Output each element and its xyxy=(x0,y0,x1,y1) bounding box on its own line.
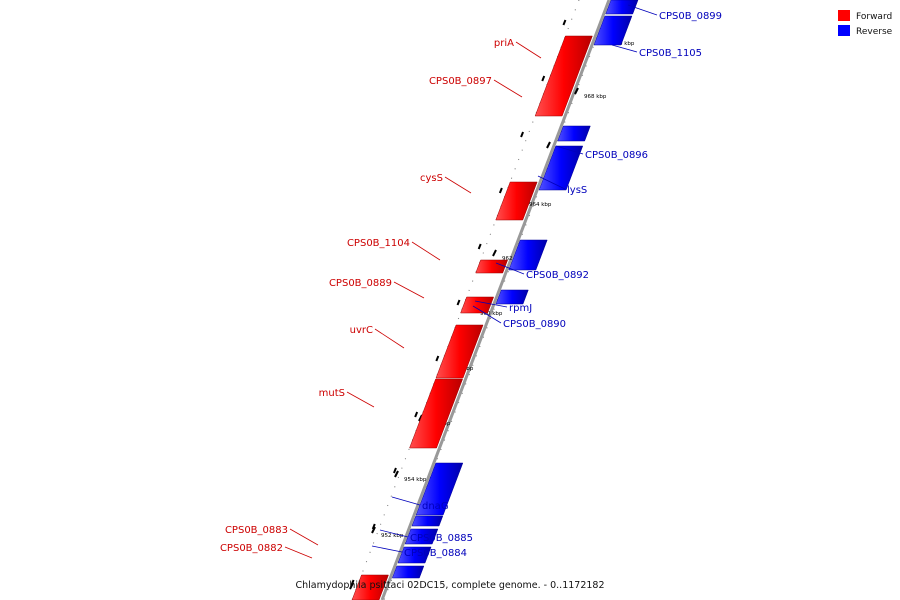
forward-tick-mark xyxy=(520,131,524,138)
reverse-gene-leader xyxy=(611,44,638,53)
legend-forward-swatch xyxy=(838,10,850,21)
forward-gene-block[interactable] xyxy=(460,296,495,314)
legend-reverse-label: Reverse xyxy=(856,27,893,37)
reverse-gene-leader xyxy=(474,300,508,308)
reverse-gene-block[interactable] xyxy=(557,125,591,142)
forward-gene-leader xyxy=(284,546,313,559)
reverse-gene-block[interactable] xyxy=(538,145,584,191)
kbp-tick-label: 964 kbp xyxy=(529,202,552,208)
gene-label-cps0b-0883[interactable]: CPS0B_0883 xyxy=(225,525,288,536)
gene-label-cps0b-0884[interactable]: CPS0B_0884 xyxy=(404,548,467,559)
forward-tick-mark xyxy=(541,75,546,82)
forward-tick-mark xyxy=(393,467,397,474)
legend: Forward Reverse xyxy=(838,10,893,37)
reverse-gene-block[interactable] xyxy=(391,565,425,579)
reverse-gene-leader xyxy=(537,175,566,190)
forward-tick-mark xyxy=(477,243,482,250)
gene-label-rpmj[interactable]: rpmJ xyxy=(509,303,532,314)
forward-tick-mark xyxy=(350,579,355,586)
forward-gene-leader xyxy=(289,528,319,546)
gene-label-cps0b-0882[interactable]: CPS0B_0882 xyxy=(220,543,283,554)
gene-label-muts[interactable]: mutS xyxy=(319,388,345,399)
legend-forward-label: Forward xyxy=(856,12,892,22)
forward-tick-mark xyxy=(498,187,503,194)
kbp-tick-label: 954 kbp xyxy=(404,477,427,483)
gene-label-cps0b-0899[interactable]: CPS0B_0899 xyxy=(659,11,722,22)
forward-gene-block[interactable] xyxy=(534,35,593,117)
gene-label-cps0b-0890[interactable]: CPS0B_0890 xyxy=(503,319,566,330)
reverse-gene-block[interactable] xyxy=(593,15,633,46)
forward-gene-block[interactable] xyxy=(475,259,509,274)
kbp-tick-label: 968 kbp xyxy=(584,94,607,100)
gene-label-cps0b-0885[interactable]: CPS0B_0885 xyxy=(410,533,473,544)
reverse-gene-leader xyxy=(495,262,525,275)
reverse-gene-block[interactable] xyxy=(605,0,639,15)
forward-tick-mark xyxy=(414,411,419,418)
forward-gene-leader xyxy=(393,281,425,299)
forward-tick-mark xyxy=(456,299,461,306)
genome-backbone xyxy=(380,0,611,600)
forward-gene-block[interactable] xyxy=(495,181,538,221)
forward-gene-leader xyxy=(515,41,542,59)
gene-label-uvrc[interactable]: uvrC xyxy=(350,325,373,336)
reverse-gene-block[interactable] xyxy=(508,239,548,271)
legend-reverse-swatch xyxy=(838,25,850,36)
kbp-tick-mark xyxy=(492,249,497,257)
gene-label-cps0b-0897[interactable]: CPS0B_0897 xyxy=(429,76,492,87)
gene-label-cyss[interactable]: cysS xyxy=(420,173,443,184)
forward-tick-mark xyxy=(435,355,440,362)
reverse-gene-block[interactable] xyxy=(415,462,464,516)
forward-gene-block[interactable] xyxy=(409,378,463,449)
kbp-tick-mark xyxy=(546,141,551,149)
reverse-gene-leader xyxy=(472,305,502,324)
reverse-gene-leader xyxy=(627,4,658,16)
kbp-tick-label: 952 kbp xyxy=(381,533,404,539)
kbp-tick-label: 960 kbp xyxy=(480,311,503,317)
kbp-tick-label: 970 kbp xyxy=(612,41,635,47)
forward-gene-block[interactable] xyxy=(435,324,484,379)
reverse-gene-leader xyxy=(379,529,409,538)
forward-tick-mark xyxy=(562,19,567,26)
gene-label-cps0b-0896[interactable]: CPS0B_0896 xyxy=(585,150,648,161)
gene-label-pria[interactable]: priA xyxy=(494,38,514,49)
reverse-gene-leader xyxy=(391,496,421,506)
reverse-gene-block[interactable] xyxy=(397,546,432,564)
gene-label-dnag[interactable]: dnaG xyxy=(422,501,449,512)
reverse-gene-block[interactable] xyxy=(495,289,529,305)
gene-label-cps0b-0892[interactable]: CPS0B_0892 xyxy=(526,270,589,281)
gene-label-cps0b-0889[interactable]: CPS0B_0889 xyxy=(329,278,392,289)
forward-gene-leader xyxy=(346,391,375,408)
forward-gene-leader xyxy=(411,241,441,261)
gene-label-cps0b-1105[interactable]: CPS0B_1105 xyxy=(639,48,702,59)
gene-label-lyss[interactable]: lysS xyxy=(567,185,587,196)
reverse-gene-block[interactable] xyxy=(411,515,444,527)
forward-gene-leader xyxy=(493,79,523,98)
reverse-gene-block[interactable] xyxy=(404,528,439,545)
kbp-tick-mark xyxy=(371,526,376,534)
forward-gene-leader xyxy=(374,328,405,349)
gene-label-cps0b-1104[interactable]: CPS0B_1104 xyxy=(347,238,410,249)
genome-caption: Chlamydophila psittaci 02DC15, complete … xyxy=(295,580,604,591)
forward-gene-block[interactable] xyxy=(351,574,389,600)
reverse-gene-leader xyxy=(371,545,403,553)
forward-gene-leader xyxy=(444,176,472,194)
forward-tick-mark xyxy=(371,523,376,530)
kbp-tick-mark xyxy=(574,87,579,95)
reverse-gene-leader xyxy=(555,145,584,155)
kbp-tick-mark xyxy=(394,470,399,478)
